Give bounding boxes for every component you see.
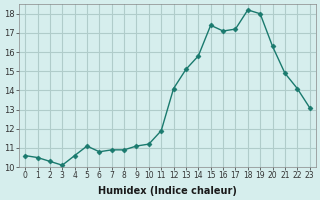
X-axis label: Humidex (Indice chaleur): Humidex (Indice chaleur) <box>98 186 237 196</box>
